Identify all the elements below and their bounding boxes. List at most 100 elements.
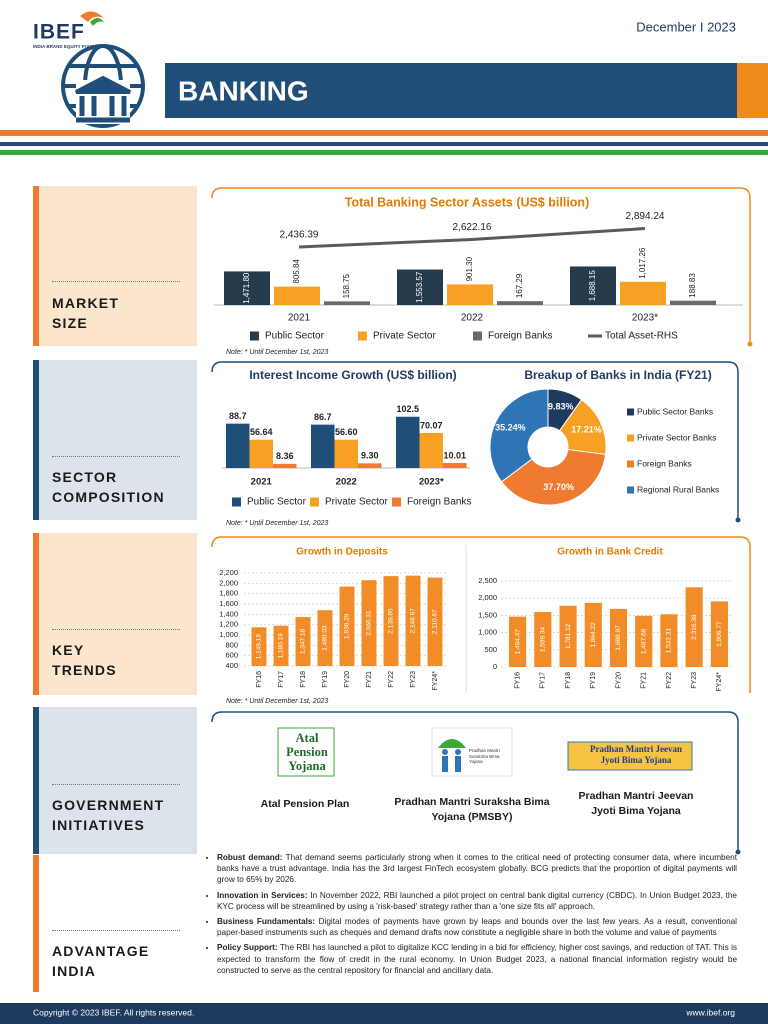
advantage-lead: Business Fundamentals: (217, 917, 316, 927)
chart-title: Total Banking Sector Assets (US$ billion… (345, 195, 589, 209)
value-label: 86.7 (314, 412, 332, 422)
bar (397, 269, 443, 305)
bar (249, 439, 273, 468)
value-label: 1,688.15 (588, 270, 597, 302)
separator (52, 629, 180, 630)
separator (52, 784, 180, 785)
value-label: 37.70% (543, 482, 574, 492)
x-tick-label: FY22 (666, 672, 673, 689)
stripe (0, 142, 768, 146)
advantage-text: The RBI has launched a pilot to digitali… (217, 943, 737, 975)
bar (334, 439, 358, 468)
legend-label: Private Sector Banks (637, 432, 716, 442)
x-tick-label: FY16 (256, 671, 263, 688)
value-label: 2,436.39 (280, 230, 319, 241)
value-label: 88.7 (229, 411, 247, 421)
value-label: 2,316.38 (691, 614, 698, 640)
frame-dot (735, 849, 741, 855)
x-tick-label: FY21 (366, 671, 373, 688)
y-tick-label: 800 (225, 640, 238, 649)
legend-marker (392, 497, 401, 507)
y-tick-label: 500 (484, 645, 497, 654)
value-label: 1,864.22 (590, 622, 597, 648)
bar (447, 284, 493, 305)
value-label: 1,149.19 (256, 634, 263, 660)
x-tick-label: FY23 (410, 671, 417, 688)
x-tick-label: 2023* (419, 477, 444, 488)
value-label: 1,471.80 (242, 272, 251, 304)
x-tick-label: 2023* (632, 313, 658, 324)
legend-marker (310, 497, 319, 507)
bar (497, 301, 543, 305)
umbrella (438, 739, 466, 748)
y-tick-label: 2,500 (478, 576, 497, 585)
legend-label: Public Sector Banks (637, 406, 713, 416)
advantage: Robust demand: That demand seems particu… (217, 852, 737, 886)
x-tick-label: FY17 (540, 672, 547, 689)
advantages: Robust demand: That demand seems particu… (207, 852, 737, 980)
y-tick-label: 2,000 (478, 593, 497, 602)
value-label: 17.21% (571, 425, 602, 435)
bar (324, 301, 370, 305)
bank-icon (61, 44, 145, 128)
bar (443, 462, 467, 468)
legend-marker (627, 460, 634, 468)
bar (295, 617, 311, 666)
value-label: 2,622.16 (453, 222, 492, 233)
bar (361, 580, 377, 666)
legend-label: Public Sector (247, 497, 307, 508)
logo-bird (90, 18, 104, 26)
frame-dot (747, 341, 753, 347)
legend-marker (232, 497, 241, 507)
x-tick-label: FY22 (388, 671, 395, 688)
frame (211, 536, 751, 693)
initiative-caption: Atal Pension Plan (260, 798, 350, 810)
bar (396, 416, 420, 468)
bar (317, 610, 333, 666)
section-label: GOVERNMENT INITIATIVES (52, 797, 165, 833)
logo-text: Pradhan Mantri Jeevan Jyoti Bima Yojana (590, 744, 682, 765)
x-tick-label: FY19 (322, 671, 329, 688)
bar (609, 608, 628, 667)
stripe (0, 130, 768, 136)
value-label: 167.29 (515, 273, 524, 298)
separator (52, 456, 180, 457)
bar (419, 432, 443, 468)
side-panel (33, 360, 197, 520)
y-tick-label: 1,000 (478, 628, 497, 637)
y-tick-label: 400 (225, 661, 238, 670)
frame (211, 361, 739, 518)
y-tick-label: 2,000 (219, 578, 238, 587)
value-label: 158.75 (342, 273, 351, 298)
x-tick-label: 2021 (251, 477, 273, 488)
bar (405, 575, 421, 666)
value-label: 10.01 (443, 450, 466, 460)
separator (52, 930, 180, 931)
stripe (0, 150, 768, 155)
advantage-lead: Innovation in Services: (217, 890, 308, 900)
bar (251, 627, 267, 666)
legend-label: Private Sector (373, 331, 436, 342)
x-tick-label: FY19 (590, 672, 597, 689)
x-tick-label: 2021 (288, 313, 311, 324)
y-tick-label: 1,800 (219, 589, 238, 598)
bar (273, 463, 297, 468)
value-label: 2,894.24 (626, 211, 665, 222)
legend-marker (250, 331, 259, 341)
note: Note: * Until December 1st, 2023 (226, 520, 328, 527)
section-label: MARKET SIZE (52, 295, 120, 331)
bar (660, 614, 678, 667)
logo-text: Atal Pension Yojana (286, 731, 328, 773)
value-label: 1,906.77 (716, 621, 723, 647)
logo: IBEF (33, 21, 85, 44)
bar (620, 281, 666, 305)
value-label: 188.83 (688, 273, 697, 298)
website: www.ibef.org (685, 1007, 735, 1017)
chart-title: Growth in Bank Credit (557, 547, 663, 558)
bar (685, 587, 703, 667)
logo-subtitle: INDIA BRAND EQUITY FOUNDATION (33, 44, 111, 49)
chart-title: Interest Income Growth (US$ billion) (249, 368, 456, 382)
x-tick-label: FY17 (278, 671, 285, 688)
banner-accent (737, 63, 768, 118)
